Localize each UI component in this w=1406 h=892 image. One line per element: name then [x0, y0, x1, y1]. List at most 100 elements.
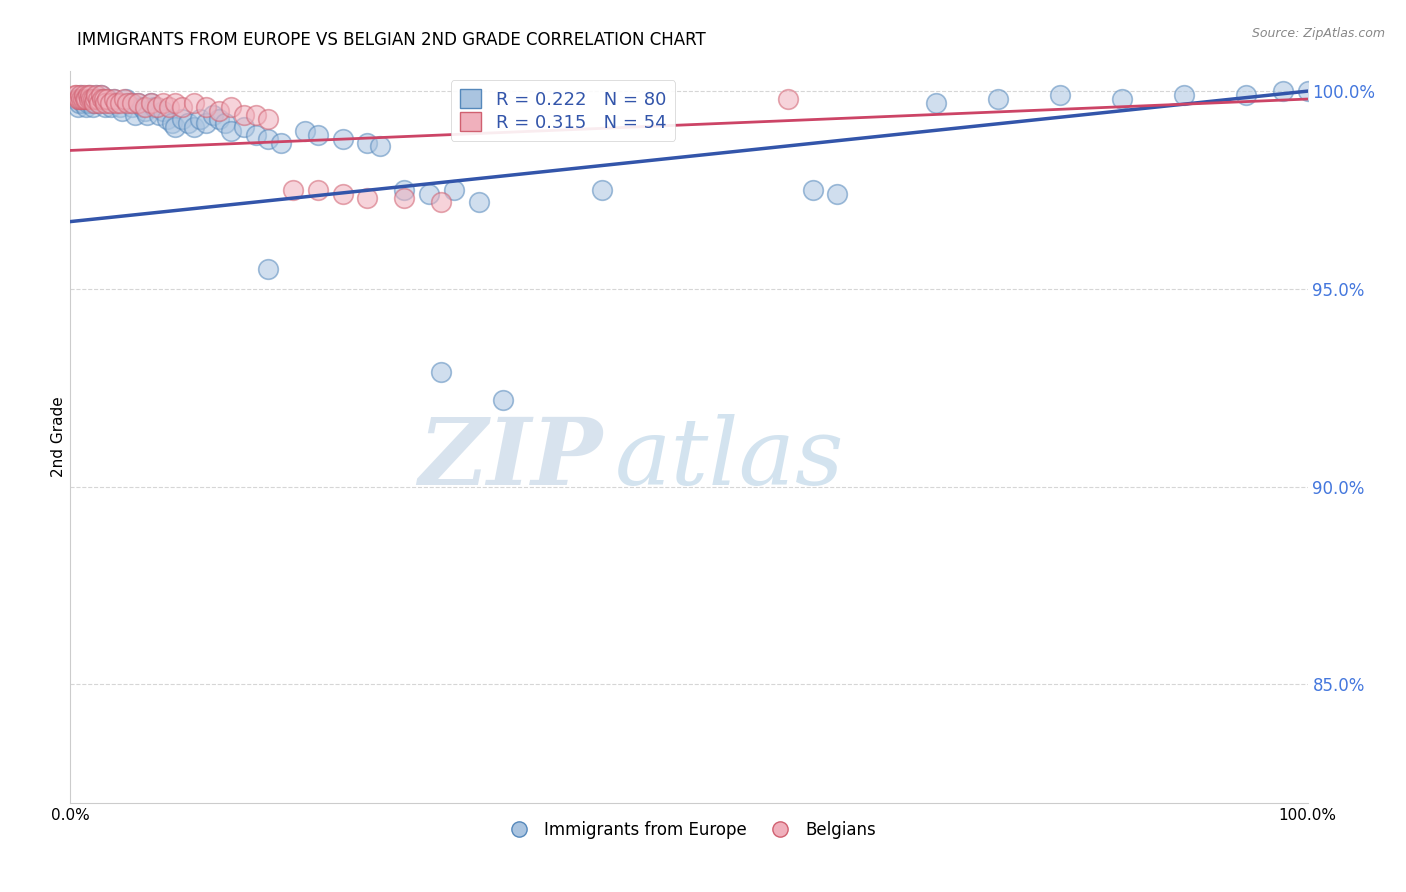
Point [201, 108, 224, 122]
Point [143, 100, 166, 114]
Point [75, 100, 97, 114]
Point [83, 95, 105, 110]
Point [136, 108, 159, 122]
Point [108, 100, 131, 114]
Point [245, 108, 267, 122]
Point [156, 112, 179, 126]
Point [232, 108, 254, 122]
Point [208, 112, 231, 126]
Point [281, 183, 304, 197]
Point [79, 88, 101, 103]
Point [75, 92, 97, 106]
Point [67, 95, 90, 110]
Point [165, 120, 187, 134]
Point [177, 116, 200, 130]
Point [294, 123, 316, 137]
Point [98, 95, 121, 110]
Point [257, 262, 280, 277]
Point [69, 92, 91, 106]
Point [925, 95, 948, 110]
Point [86, 92, 108, 106]
Point [1111, 92, 1133, 106]
Point [1049, 88, 1071, 103]
Point [170, 100, 193, 114]
Point [188, 112, 211, 126]
Point [86, 92, 108, 106]
Point [124, 108, 146, 122]
Point [96, 92, 118, 106]
Point [257, 131, 280, 145]
Point [84, 92, 107, 106]
Point [98, 95, 121, 110]
Point [108, 95, 131, 110]
Point [115, 95, 138, 110]
Point [73, 88, 96, 103]
Point [103, 92, 125, 106]
Point [152, 95, 174, 110]
Point [100, 100, 122, 114]
Text: ZIP: ZIP [418, 414, 602, 504]
Point [394, 183, 416, 197]
Point [1271, 84, 1294, 98]
Point [430, 194, 453, 209]
Point [84, 88, 107, 103]
Point [105, 95, 128, 110]
Point [776, 92, 799, 106]
Point [170, 112, 193, 126]
Point [112, 92, 135, 106]
Point [76, 88, 98, 103]
Point [801, 183, 824, 197]
Point [165, 95, 187, 110]
Point [591, 183, 613, 197]
Point [127, 95, 149, 110]
Point [121, 95, 143, 110]
Point [443, 183, 465, 197]
Point [79, 92, 101, 106]
Point [307, 183, 329, 197]
Point [987, 92, 1010, 106]
Point [72, 92, 94, 106]
Point [394, 191, 416, 205]
Text: Source: ZipAtlas.com: Source: ZipAtlas.com [1251, 27, 1385, 40]
Point [76, 95, 98, 110]
Point [82, 100, 104, 114]
Point [115, 92, 138, 106]
Point [91, 92, 114, 106]
Point [183, 95, 205, 110]
Point [368, 139, 391, 153]
Point [118, 95, 141, 110]
Point [93, 92, 115, 106]
Point [80, 92, 103, 106]
Point [1234, 88, 1257, 103]
Point [67, 92, 90, 106]
Point [72, 95, 94, 110]
Y-axis label: 2nd Grade: 2nd Grade [51, 397, 66, 477]
Point [430, 365, 453, 379]
Point [65, 88, 87, 103]
Point [80, 95, 103, 110]
Point [134, 103, 156, 118]
Point [195, 116, 218, 130]
Point [183, 120, 205, 134]
Point [148, 108, 170, 122]
Point [208, 103, 231, 118]
Point [332, 186, 354, 201]
Point [90, 88, 112, 103]
Point [96, 92, 118, 106]
Text: atlas: atlas [614, 414, 844, 504]
Point [65, 88, 87, 103]
Point [103, 92, 125, 106]
Point [492, 392, 515, 407]
Point [121, 100, 143, 114]
Point [77, 92, 100, 106]
Point [356, 191, 378, 205]
Point [139, 95, 162, 110]
Point [70, 88, 93, 103]
Point [214, 116, 236, 130]
Point [307, 128, 329, 142]
Point [160, 116, 183, 130]
Point [467, 194, 489, 209]
Point [157, 100, 180, 114]
Point [270, 136, 292, 150]
Point [356, 136, 378, 150]
